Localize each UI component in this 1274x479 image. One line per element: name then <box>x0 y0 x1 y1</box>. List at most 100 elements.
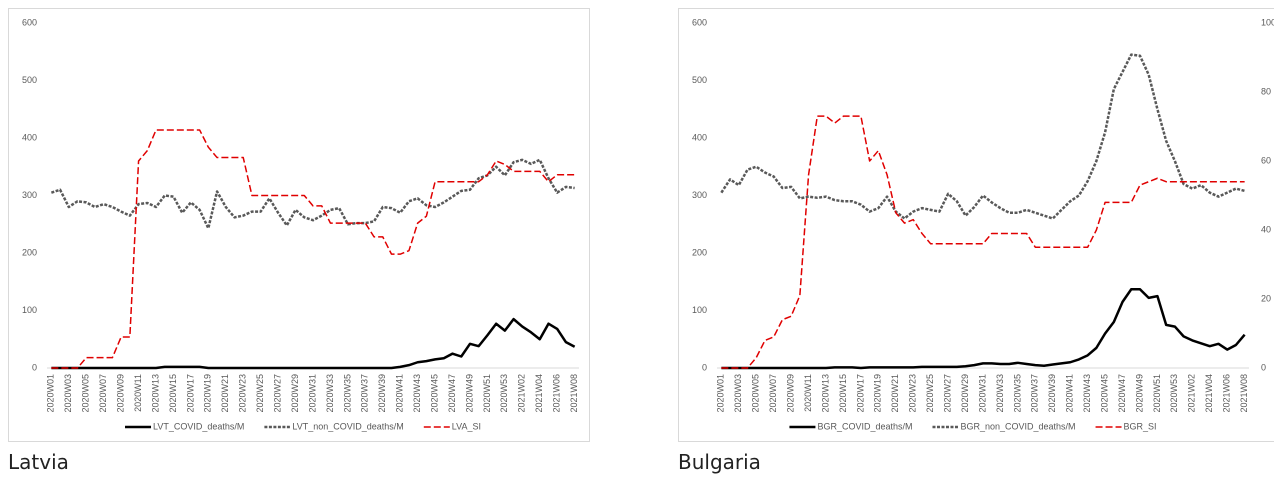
legend-label: BGR_SI <box>1124 421 1157 431</box>
y-tick-label: 500 <box>22 75 37 85</box>
x-tick-label: 2020W37 <box>360 374 370 413</box>
series-line <box>721 287 1246 370</box>
chart: 01002003004005006000204060801002020W0120… <box>22 17 606 431</box>
legend-item: LVA_SI <box>423 421 481 431</box>
series-line <box>51 129 575 369</box>
series-line <box>51 317 576 370</box>
x-tick-label: 2020W25 <box>925 374 935 413</box>
x-tick-label: 2020W01 <box>46 374 56 413</box>
y-tick-label: 100 <box>692 305 707 315</box>
x-tick-label: 2020W07 <box>768 374 778 413</box>
x-tick-label: 2020W33 <box>995 374 1005 413</box>
legend-label: LVA_SI <box>452 421 481 431</box>
caption: Bulgaria <box>678 450 761 474</box>
x-tick-label: 2021W06 <box>552 374 562 413</box>
legend-item: LVT_COVID_deaths/M <box>125 421 244 431</box>
x-tick-label: 2020W05 <box>751 374 761 413</box>
x-tick-label: 2020W35 <box>342 374 352 413</box>
y2-tick-label: 80 <box>1261 86 1271 96</box>
x-tick-label: 2020W49 <box>464 374 474 413</box>
x-tick-label: 2020W43 <box>412 374 422 413</box>
y-tick-label: 500 <box>692 75 707 85</box>
x-tick-label: 2020W01 <box>716 374 726 413</box>
chart-panel: 01002003004005006000204060801002020W0120… <box>8 8 606 442</box>
x-tick-label: 2021W04 <box>1204 374 1214 413</box>
x-tick-label: 2020W51 <box>1152 374 1162 413</box>
y2-tick-label: 0 <box>1261 362 1266 372</box>
x-tick-label: 2020W09 <box>116 374 126 413</box>
x-tick-label: 2020W09 <box>786 374 796 413</box>
series-line <box>50 158 575 230</box>
x-tick-label: 2020W19 <box>203 374 213 413</box>
x-tick-label: 2020W03 <box>733 374 743 413</box>
series-line <box>721 115 1245 369</box>
x-tick-label: 2020W43 <box>1082 374 1092 413</box>
x-tick-label: 2020W47 <box>1117 374 1127 413</box>
x-tick-label: 2020W31 <box>307 374 317 413</box>
x-tick-label: 2020W53 <box>499 374 509 413</box>
x-tick-label: 2020W41 <box>1065 374 1075 413</box>
y-tick-label: 400 <box>22 132 37 142</box>
x-tick-label: 2020W15 <box>168 374 178 413</box>
y-tick-label: 300 <box>692 190 707 200</box>
x-tick-label: 2020W13 <box>820 374 830 413</box>
x-tick-label: 2020W29 <box>960 374 970 413</box>
x-tick-label: 2020W39 <box>377 374 387 413</box>
x-tick-label: 2020W03 <box>63 374 73 413</box>
y-tick-label: 200 <box>692 247 707 257</box>
x-tick-label: 2020W23 <box>908 374 918 413</box>
legend-label: LVT_non_COVID_deaths/M <box>292 421 403 431</box>
y2-tick-label: 100 <box>1261 17 1274 27</box>
y-tick-label: 600 <box>692 17 707 27</box>
x-tick-label: 2020W15 <box>838 374 848 413</box>
x-tick-label: 2020W19 <box>873 374 883 413</box>
x-tick-label: 2020W41 <box>395 374 405 413</box>
x-tick-label: 2020W35 <box>1012 374 1022 413</box>
legend-label: BGR_non_COVID_deaths/M <box>960 421 1075 431</box>
legend-item: LVT_non_COVID_deaths/M <box>264 421 404 431</box>
legend-label: LVT_COVID_deaths/M <box>153 421 244 431</box>
x-tick-label: 2020W11 <box>133 374 143 412</box>
caption: Latvia <box>8 450 69 474</box>
x-tick-label: 2020W13 <box>150 374 160 413</box>
x-tick-label: 2020W45 <box>429 374 439 413</box>
y-tick-label: 600 <box>22 17 37 27</box>
x-tick-label: 2020W27 <box>272 374 282 413</box>
x-tick-label: 2020W05 <box>81 374 91 413</box>
x-tick-label: 2020W45 <box>1099 374 1109 413</box>
x-tick-label: 2020W53 <box>1169 374 1179 413</box>
x-tick-label: 2020W47 <box>447 374 457 413</box>
legend-item: BGR_COVID_deaths/M <box>789 421 912 431</box>
x-tick-label: 2020W29 <box>290 374 300 413</box>
series-line <box>720 53 1245 220</box>
x-tick-label: 2021W06 <box>1222 374 1232 413</box>
y-tick-label: 400 <box>692 132 707 142</box>
legend-label: BGR_COVID_deaths/M <box>817 421 912 431</box>
x-tick-label: 2020W11 <box>803 374 813 412</box>
legend-item: BGR_SI <box>1095 421 1157 431</box>
y2-tick-label: 40 <box>1261 224 1271 234</box>
x-tick-label: 2020W07 <box>98 374 108 413</box>
x-tick-label: 2020W33 <box>325 374 335 413</box>
x-tick-label: 2020W21 <box>220 374 230 413</box>
x-tick-label: 2021W02 <box>1187 374 1197 413</box>
y-tick-label: 100 <box>22 305 37 315</box>
x-tick-label: 2020W39 <box>1047 374 1057 413</box>
y2-tick-label: 20 <box>1261 293 1271 303</box>
y-tick-label: 0 <box>32 362 37 372</box>
x-tick-label: 2020W37 <box>1030 374 1040 413</box>
x-tick-label: 2020W17 <box>855 374 865 413</box>
x-tick-label: 2020W25 <box>255 374 265 413</box>
x-tick-label: 2021W04 <box>534 374 544 413</box>
x-tick-label: 2020W23 <box>238 374 248 413</box>
x-tick-label: 2021W08 <box>569 374 579 413</box>
x-tick-label: 2021W08 <box>1239 374 1249 413</box>
x-tick-label: 2020W17 <box>185 374 195 413</box>
legend-item: BGR_non_COVID_deaths/M <box>932 421 1076 431</box>
y-tick-label: 200 <box>22 247 37 257</box>
y-tick-label: 0 <box>702 362 707 372</box>
x-tick-label: 2020W21 <box>890 374 900 413</box>
